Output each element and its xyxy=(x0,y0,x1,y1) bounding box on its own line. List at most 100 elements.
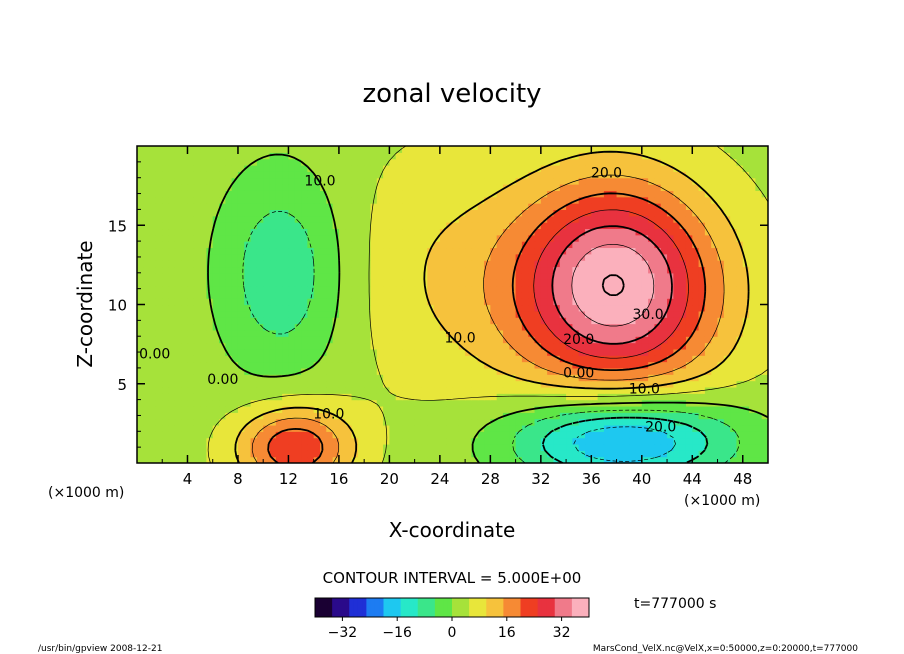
heatmap-cell xyxy=(187,177,195,185)
heatmap-cell xyxy=(717,431,725,439)
heatmap-cell xyxy=(749,196,756,204)
heatmap-cell xyxy=(471,253,479,261)
heatmap-cell xyxy=(711,298,719,306)
heatmap-cell xyxy=(301,393,308,401)
heatmap-cell xyxy=(231,329,239,337)
heatmap-cell xyxy=(357,424,365,432)
heatmap-cell xyxy=(155,399,163,407)
heatmap-cell xyxy=(585,241,592,249)
heatmap-cell xyxy=(692,184,700,191)
heatmap-cell xyxy=(704,272,712,280)
heatmap-cell xyxy=(357,215,365,223)
heatmap-cell xyxy=(256,323,264,331)
heatmap-cell xyxy=(212,405,220,413)
heatmap-cell xyxy=(427,456,435,463)
heatmap-cell xyxy=(528,279,536,287)
heatmap-cell xyxy=(742,272,750,280)
heatmap-cell xyxy=(288,215,296,223)
heatmap-cell xyxy=(301,171,308,179)
heatmap-cell xyxy=(263,374,271,382)
heatmap-cell xyxy=(414,190,422,198)
heatmap-cell xyxy=(585,158,592,166)
heatmap-cell xyxy=(155,279,163,287)
heatmap-cell xyxy=(755,234,763,242)
heatmap-cell xyxy=(149,146,157,153)
heatmap-cell xyxy=(603,184,611,191)
heatmap-cell xyxy=(597,418,605,426)
heatmap-cell xyxy=(446,279,454,287)
heatmap-cell xyxy=(578,304,586,312)
heatmap-cell xyxy=(490,342,498,350)
heatmap-cell xyxy=(383,374,390,382)
heatmap-cell xyxy=(578,190,586,198)
heatmap-cell xyxy=(237,437,245,445)
heatmap-cell xyxy=(288,165,296,172)
heatmap-cell xyxy=(143,431,151,439)
heatmap-cell xyxy=(742,386,750,394)
heatmap-cell xyxy=(685,196,693,204)
heatmap-cell xyxy=(597,443,605,451)
heatmap-cell xyxy=(547,323,555,331)
heatmap-cell xyxy=(484,165,491,172)
heatmap-cell xyxy=(673,450,681,458)
heatmap-cell xyxy=(730,171,738,179)
heatmap-cell xyxy=(591,234,599,242)
heatmap-cell xyxy=(502,253,510,261)
heatmap-cell xyxy=(206,329,214,337)
heatmap-cell xyxy=(155,418,163,426)
heatmap-cell xyxy=(345,152,353,160)
heatmap-cell xyxy=(338,190,346,198)
heatmap-cell xyxy=(149,260,157,268)
heatmap-cell xyxy=(181,184,189,191)
heatmap-cell xyxy=(717,158,725,166)
heatmap-cell xyxy=(717,412,725,420)
heatmap-cell xyxy=(395,431,403,439)
heatmap-cell xyxy=(667,146,674,153)
heatmap-cell xyxy=(307,424,315,432)
heatmap-cell xyxy=(250,367,258,375)
heatmap-cell xyxy=(427,177,435,185)
heatmap-cell xyxy=(439,336,447,344)
heatmap-cell xyxy=(168,279,176,287)
heatmap-cell xyxy=(509,374,517,382)
heatmap-cell xyxy=(420,241,428,249)
heatmap-cell xyxy=(307,266,315,274)
heatmap-cell xyxy=(313,152,321,160)
heatmap-cell xyxy=(256,393,264,401)
heatmap-cell xyxy=(383,418,390,426)
heatmap-cell xyxy=(635,310,643,318)
heatmap-cell xyxy=(534,228,542,236)
heatmap-cell xyxy=(200,177,208,185)
heatmap-cell xyxy=(465,190,473,198)
heatmap-cell xyxy=(496,443,504,451)
heatmap-cell xyxy=(730,355,738,363)
heatmap-cell xyxy=(540,241,548,249)
heatmap-cell xyxy=(174,348,182,356)
heatmap-cell xyxy=(231,171,239,179)
heatmap-cell xyxy=(364,361,372,369)
heatmap-cell xyxy=(698,279,706,287)
heatmap-cell xyxy=(540,209,548,217)
heatmap-cell xyxy=(622,424,630,432)
heatmap-cell xyxy=(578,424,586,432)
heatmap-cell xyxy=(635,412,643,420)
heatmap-cell xyxy=(206,374,214,382)
heatmap-cell xyxy=(610,431,618,439)
heatmap-cell xyxy=(269,361,277,369)
heatmap-cell xyxy=(502,158,510,166)
heatmap-cell xyxy=(603,228,611,236)
heatmap-cell xyxy=(288,450,296,458)
heatmap-cell xyxy=(313,291,321,299)
heatmap-cell xyxy=(181,424,189,432)
heatmap-cell xyxy=(496,279,504,287)
heatmap-cell xyxy=(408,336,416,344)
heatmap-cell xyxy=(225,241,233,249)
heatmap-cell xyxy=(155,424,163,432)
heatmap-cell xyxy=(433,228,441,236)
heatmap-cell xyxy=(174,253,182,261)
heatmap-cell xyxy=(698,234,706,242)
heatmap-cell xyxy=(452,412,460,420)
heatmap-cell xyxy=(749,266,756,274)
heatmap-cell xyxy=(332,456,340,463)
heatmap-cell xyxy=(704,348,712,356)
